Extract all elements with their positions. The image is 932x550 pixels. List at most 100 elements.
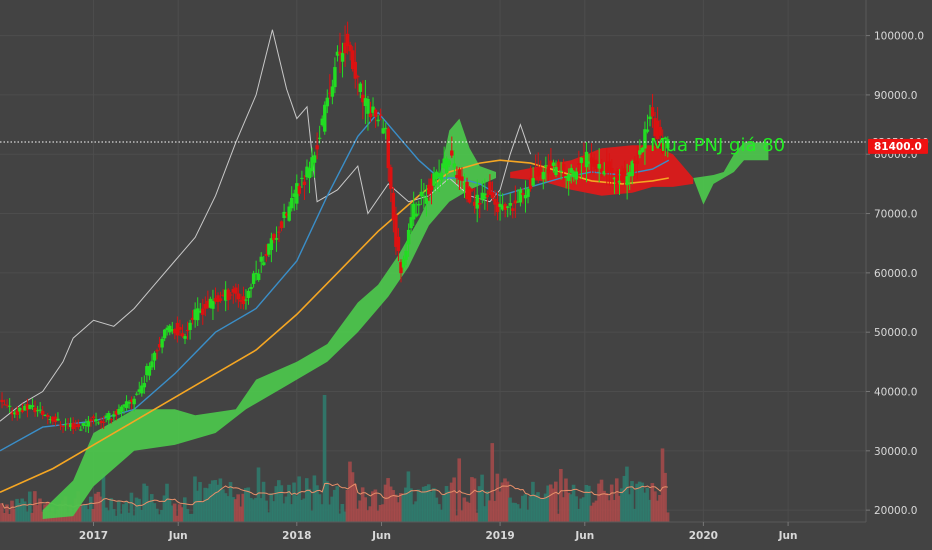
volume-bar [589, 505, 594, 522]
candle-body [30, 405, 35, 408]
candle-body [521, 193, 525, 195]
volume-bar [614, 478, 619, 522]
candle-body [638, 150, 642, 155]
volume-bar [284, 496, 289, 522]
volume-bar [564, 478, 568, 522]
time-tick-label: Jun [778, 530, 798, 542]
candle-body [178, 327, 182, 330]
volume-bar [188, 513, 192, 522]
candle-body [292, 193, 296, 197]
candle-body [282, 211, 286, 219]
candle-body [262, 262, 266, 266]
volume-bar [149, 494, 154, 522]
candle-body [358, 83, 363, 92]
candle-body [493, 198, 497, 205]
volume-bar [480, 474, 484, 522]
volume-bar [312, 475, 317, 522]
price-tick-label: 90000.0 [874, 90, 917, 102]
volume-bar [617, 495, 622, 522]
volume-bar [261, 481, 266, 522]
last-close-badge [868, 138, 928, 154]
candle-body [622, 168, 627, 180]
candle-body [536, 167, 540, 177]
candle-body [287, 206, 291, 221]
candle-body [74, 425, 78, 428]
volume-bar [99, 496, 103, 522]
candle-body [254, 272, 258, 275]
volume-bar [172, 503, 177, 522]
volume-ma-line [1, 482, 668, 510]
time-axis[interactable]: 2017 Jun 2018 Jun 2019 Jun 2020 Jun [0, 521, 866, 542]
candle-body [373, 109, 378, 117]
candle-body [384, 127, 388, 130]
candle-body [645, 129, 650, 132]
candle-body [351, 50, 355, 70]
candle-body [81, 423, 86, 426]
volume-bar [411, 504, 416, 522]
candle-body [99, 420, 103, 423]
candle-body [485, 195, 490, 198]
volume-bar [33, 491, 37, 522]
volume-bar [132, 515, 136, 522]
candle-body [615, 171, 619, 185]
candle-body [518, 189, 523, 203]
volume-bar [144, 485, 149, 522]
candle-body [147, 365, 152, 376]
candle-body [302, 181, 307, 185]
volume-bar [40, 511, 45, 522]
volume-bar [541, 498, 545, 522]
volume-bar [66, 512, 70, 522]
volume-bar [165, 483, 169, 522]
volume-bar [462, 497, 467, 522]
candle-body [297, 186, 302, 194]
volume-bar [660, 448, 665, 522]
candle-body [605, 161, 609, 174]
candle-body [162, 329, 167, 339]
candle-body [620, 171, 624, 182]
volume-bar [91, 508, 96, 522]
volume-bar [25, 511, 30, 522]
candle-body [218, 298, 223, 301]
candle-body [582, 156, 586, 158]
candle-body [366, 98, 370, 114]
volume-bar [551, 488, 556, 522]
volume-bar [88, 496, 93, 522]
candle-body [244, 299, 248, 301]
volume-bar [190, 513, 195, 522]
candle-body [597, 164, 601, 169]
time-tick-label: 2019 [485, 530, 514, 542]
volume-bar [256, 467, 261, 522]
candle-body [193, 309, 197, 320]
volume-bar [238, 506, 243, 522]
candle-body [117, 408, 121, 414]
candle-body [335, 51, 340, 56]
volume-bar [218, 478, 223, 522]
candle-body [96, 422, 101, 424]
candle-body [46, 414, 50, 418]
volume-bar [175, 515, 179, 522]
volume-bar [208, 483, 213, 522]
volume-bar [404, 487, 408, 522]
volume-bar [20, 498, 24, 522]
candle-body [554, 166, 558, 176]
volume-bar [487, 500, 492, 522]
candle-body [439, 172, 444, 181]
volume-bar [330, 496, 334, 522]
volume-bar [482, 506, 487, 522]
candle-body [43, 414, 47, 416]
candle-body [409, 217, 413, 229]
volume-bar [645, 487, 650, 522]
candle-body [345, 33, 350, 47]
volume-bar [556, 513, 561, 522]
price-tick-label: 100000.0 [874, 31, 924, 43]
price-tick-label: 70000.0 [874, 209, 917, 221]
candle-body [356, 76, 360, 78]
candle-body [107, 413, 111, 421]
volume-bar [414, 501, 418, 522]
candle-body [13, 412, 17, 415]
candle-body [587, 161, 591, 164]
volume-bar [587, 485, 591, 522]
candle-body [457, 169, 462, 180]
candle-body [531, 178, 535, 186]
